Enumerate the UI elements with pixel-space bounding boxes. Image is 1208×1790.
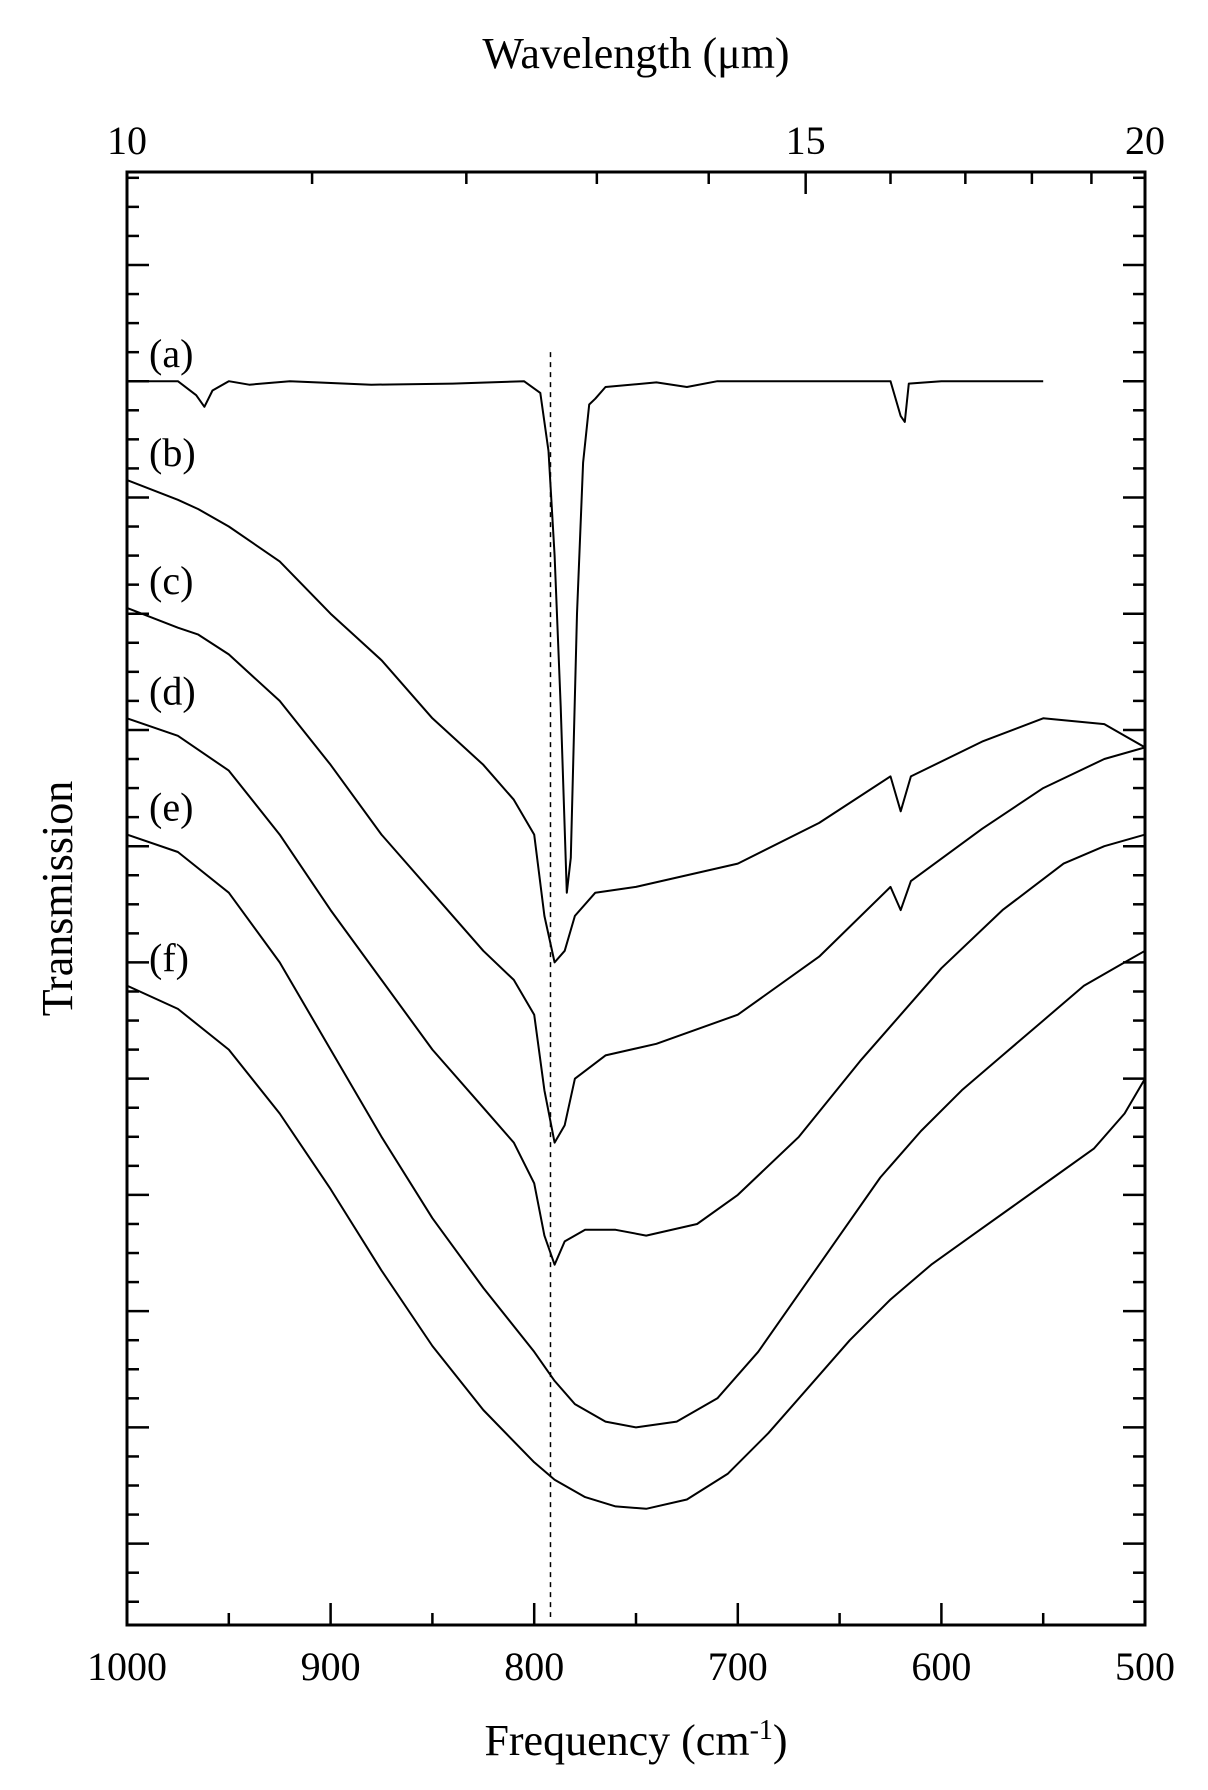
series-curve xyxy=(126,479,1146,964)
series-label: (d) xyxy=(149,668,196,713)
tick-marks xyxy=(125,172,1147,1625)
curve-labels: (a) (b) (c) (d) (e) (f) xyxy=(149,331,196,980)
bottom-tick-label: 800 xyxy=(504,1644,564,1689)
bottom-axis-title-main: Frequency (cm xyxy=(484,1716,749,1765)
top-tick-label: 20 xyxy=(1125,118,1165,163)
spectra-curves xyxy=(126,380,1146,1510)
series-curve xyxy=(126,717,1146,1266)
bottom-tick-label: 600 xyxy=(911,1644,971,1689)
series-label: (b) xyxy=(149,430,196,475)
y-axis-title: Transmission xyxy=(33,781,82,1017)
bottom-tick-label: 700 xyxy=(708,1644,768,1689)
bottom-tick-label: 1000 xyxy=(87,1644,167,1689)
bottom-tick-label: 900 xyxy=(301,1644,361,1689)
series-curve xyxy=(126,833,1146,1429)
series-curve xyxy=(126,606,1146,1144)
top-tick-label: 10 xyxy=(107,118,147,163)
bottom-axis-title-superscript: -1 xyxy=(750,1715,773,1746)
series-curve xyxy=(126,984,1146,1510)
top-axis-title: Wavelength (μm) xyxy=(482,29,789,78)
series-label: (f) xyxy=(149,936,189,981)
series-label: (a) xyxy=(149,331,193,376)
tick-labels: 1000 900 800 700 600 500 10 15 20 xyxy=(87,118,1175,1689)
series-curve xyxy=(127,380,1044,894)
series-label: (c) xyxy=(149,558,193,603)
bottom-axis-title: Frequency (cm-1) xyxy=(484,1715,787,1765)
bottom-tick-label: 500 xyxy=(1115,1644,1175,1689)
top-tick-label: 15 xyxy=(786,118,826,163)
plot-frame xyxy=(125,170,1147,1627)
series-label: (e) xyxy=(149,785,193,830)
bottom-axis-title-close: ) xyxy=(773,1716,788,1765)
